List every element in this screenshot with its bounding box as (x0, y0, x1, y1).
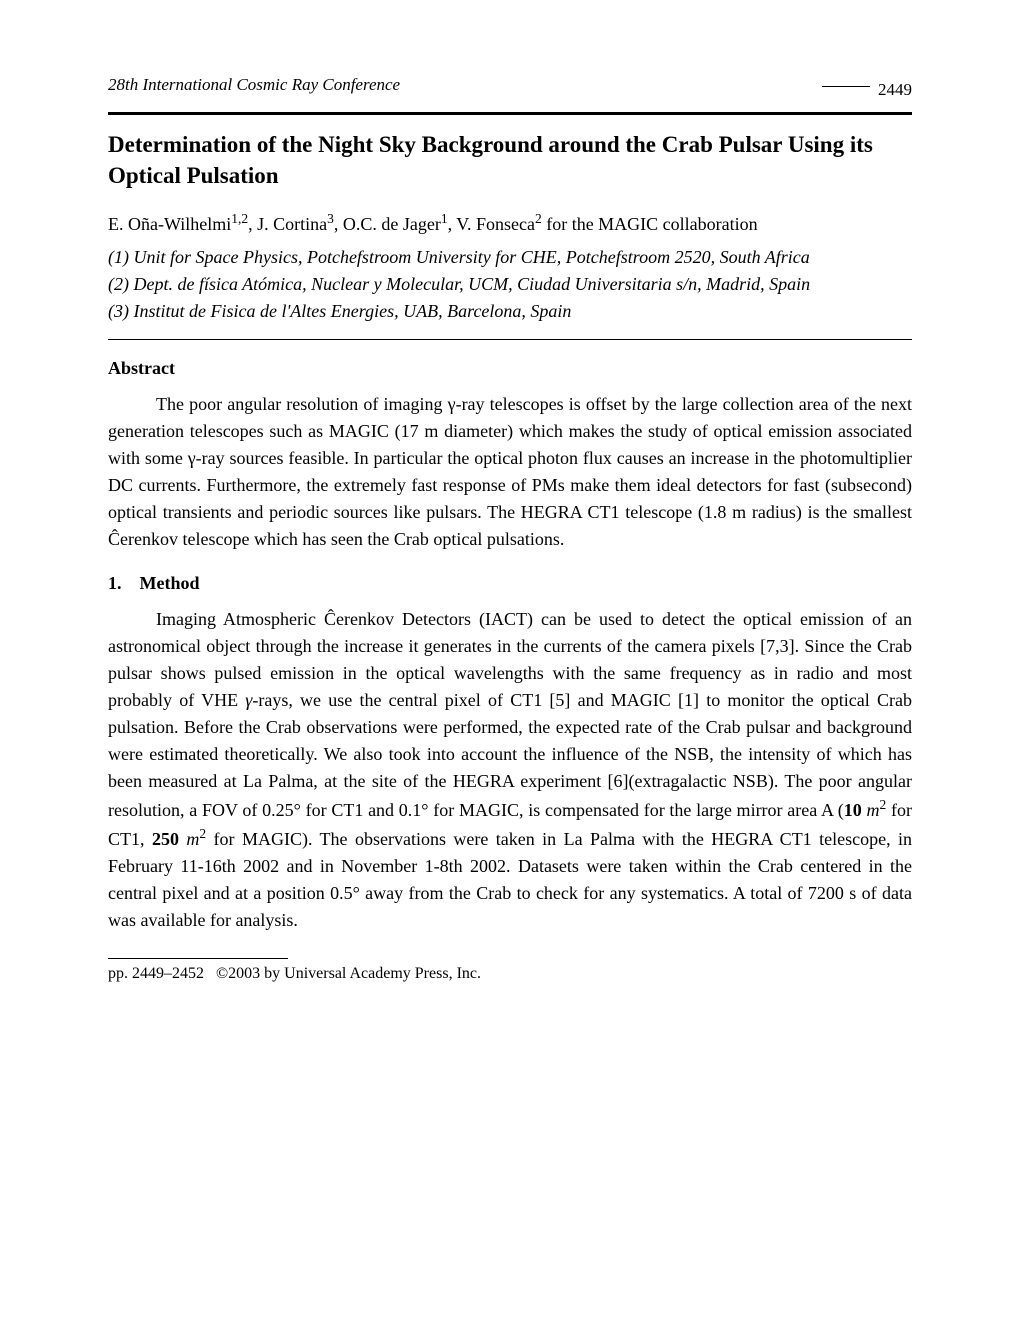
rule-under-authors (108, 339, 912, 340)
paper-title: Determination of the Night Sky Backgroun… (108, 129, 912, 191)
affiliation-1: (1) Unit for Space Physics, Potchefstroo… (108, 244, 912, 271)
header-line-icon (822, 86, 870, 87)
footer-pages: pp. 2449–2452 (108, 965, 204, 982)
section-1-title: Method (140, 573, 200, 593)
section-1-number: 1. (108, 573, 122, 593)
abstract-text: The poor angular resolution of imaging γ… (108, 391, 912, 553)
running-head-right: 2449 (822, 80, 912, 100)
rule-top-thick (108, 112, 912, 115)
affiliation-2: (2) Dept. de física Atómica, Nuclear y M… (108, 271, 912, 298)
footnote-rule (108, 958, 288, 959)
footer-line: pp. 2449–2452 ©2003 by Universal Academy… (108, 965, 912, 983)
section-1-heading: 1. Method (108, 573, 912, 594)
abstract-heading: Abstract (108, 358, 912, 379)
affiliation-3: (3) Institut de Fisica de l'Altes Energi… (108, 298, 912, 325)
running-head-left: 28th International Cosmic Ray Conference (108, 75, 400, 95)
page-number: 2449 (878, 80, 912, 100)
footer-copyright: ©2003 by Universal Academy Press, Inc. (216, 965, 481, 982)
authors-line: E. Oña-Wilhelmi1,2, J. Cortina3, O.C. de… (108, 209, 912, 238)
section-1-text: Imaging Atmospheric Ĉerenkov Detectors (… (108, 606, 912, 934)
